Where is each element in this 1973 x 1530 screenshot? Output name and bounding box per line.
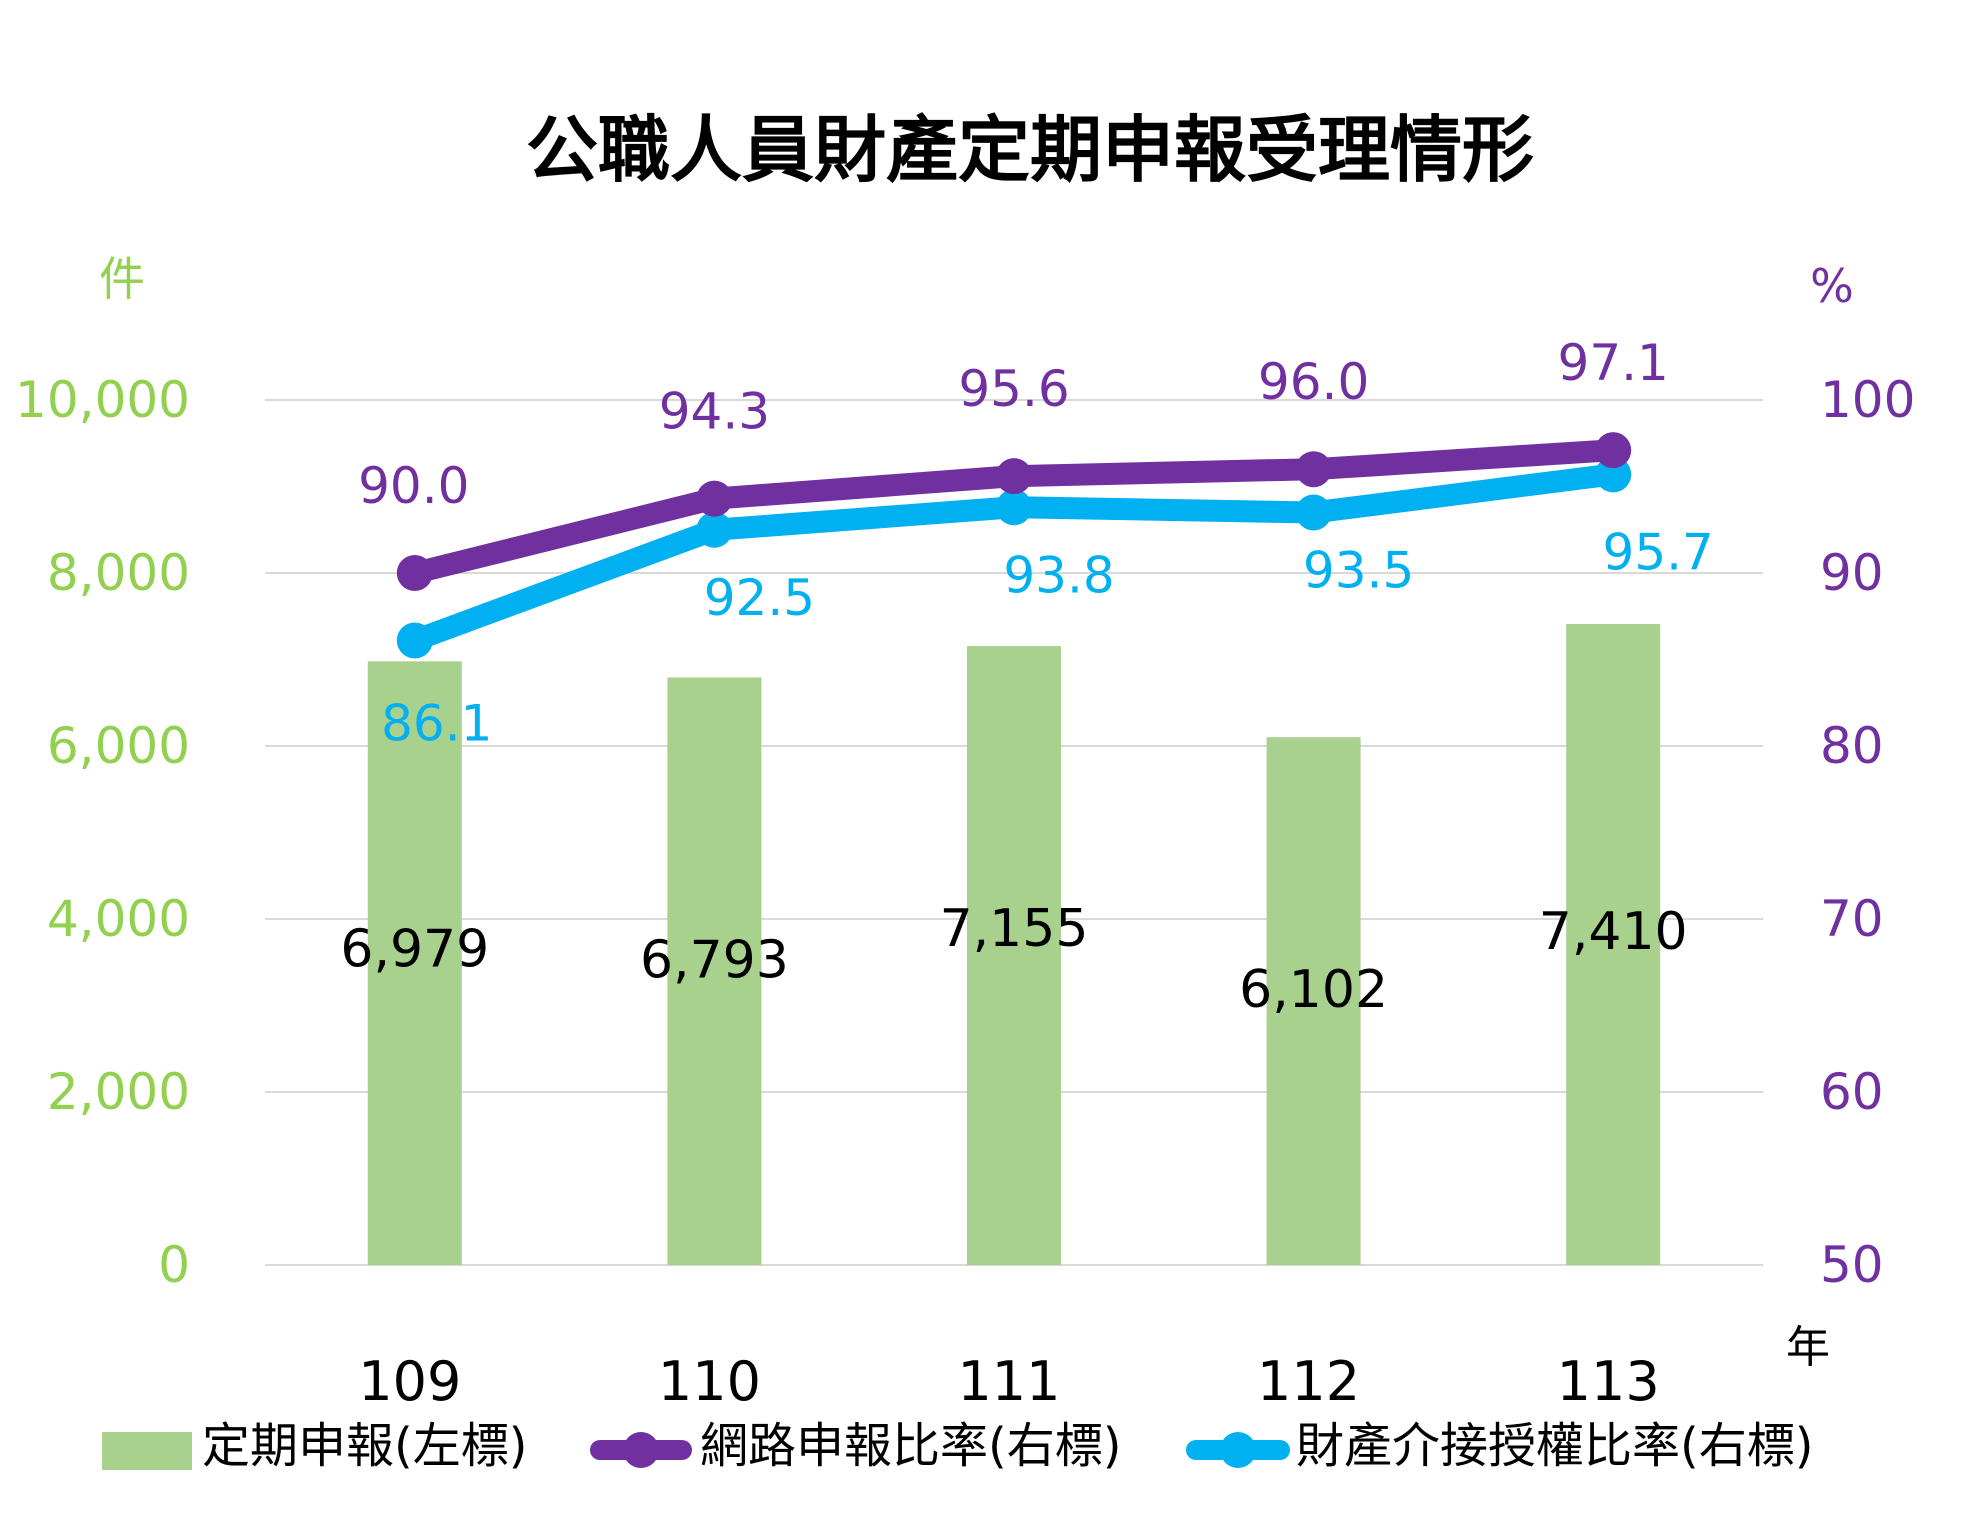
right-tick-label: 80 (1820, 717, 1884, 775)
left-tick-label: 6,000 (47, 717, 190, 775)
bar (367, 661, 462, 1265)
line-point (1295, 451, 1332, 488)
bar-value-label: 6,979 (340, 919, 489, 979)
line-value-label: 95.7 (1603, 523, 1714, 581)
line-point (1295, 494, 1332, 531)
bar-series (367, 624, 1661, 1265)
x-tick-label: 111 (957, 1350, 1060, 1413)
legend-label: 財產介接授權比率(右標) (1296, 1418, 1813, 1474)
legend-swatch-bar (102, 1432, 192, 1470)
x-tick-label: 112 (1257, 1350, 1360, 1413)
bar-value-label: 6,793 (640, 930, 789, 990)
left-axis-unit: 件 (99, 252, 145, 306)
bar (667, 677, 762, 1265)
bar-value-label: 7,155 (940, 899, 1089, 959)
left-tick-label: 8,000 (47, 544, 190, 602)
x-tick-label: 113 (1557, 1350, 1660, 1413)
x-tick-label: 110 (658, 1350, 761, 1413)
data-labels: 6,979 6,793 7,155 6,102 7,410 90.0 94.3 95.6 96.… (340, 334, 1714, 1020)
left-tick-label: 0 (158, 1236, 190, 1294)
line-value-label: 93.5 (1303, 541, 1414, 599)
line-value-label: 96.0 (1258, 353, 1369, 411)
line-point (996, 489, 1032, 526)
x-axis-unit: 年 (1786, 1322, 1830, 1373)
line-point (1595, 432, 1632, 469)
line-value-label: 93.8 (1003, 546, 1114, 604)
line-point (396, 555, 433, 591)
line-value-label: 92.5 (704, 569, 815, 627)
right-tick-label: 70 (1820, 890, 1884, 948)
legend: 定期申報(左標) 網路申報比率(右標) 財產介接授權比率(右標) (102, 1418, 1813, 1474)
axis-ticks: 0 2,000 4,000 6,000 8,000 10,000 50 60 70 80 90 100… (15, 371, 1915, 1413)
legend-marker (1220, 1432, 1256, 1468)
right-tick-label: 50 (1820, 1236, 1884, 1294)
line-point (396, 622, 433, 659)
x-tick-label: 109 (358, 1350, 461, 1413)
legend-label: 網路申報比率(右標) (700, 1418, 1121, 1474)
line-point (696, 511, 733, 548)
left-tick-label: 2,000 (47, 1063, 190, 1121)
chart-title: 公職人員財產定期申報受理情形 (526, 108, 1534, 192)
bar-value-label: 7,410 (1539, 902, 1688, 962)
bar (967, 646, 1061, 1265)
line-value-label: 90.0 (358, 457, 469, 515)
bar-value-label: 6,102 (1239, 960, 1388, 1020)
line-value-label: 94.3 (659, 383, 770, 441)
right-tick-label: 100 (1820, 371, 1915, 429)
legend-label: 定期申報(左標) (202, 1418, 527, 1474)
line-point (696, 480, 733, 517)
line-series (396, 432, 1632, 659)
line-value-label: 95.6 (958, 360, 1069, 418)
line-value-label: 97.1 (1558, 334, 1669, 392)
line-value-label: 86.1 (381, 694, 492, 752)
bar (1266, 737, 1361, 1265)
bar (1566, 624, 1661, 1265)
right-tick-label: 60 (1820, 1063, 1884, 1121)
right-tick-label: 90 (1820, 544, 1884, 602)
left-tick-label: 4,000 (47, 890, 190, 948)
right-axis-unit: % (1810, 259, 1854, 313)
left-tick-label: 10,000 (15, 371, 190, 429)
legend-marker (623, 1432, 659, 1468)
line-point (996, 458, 1032, 495)
